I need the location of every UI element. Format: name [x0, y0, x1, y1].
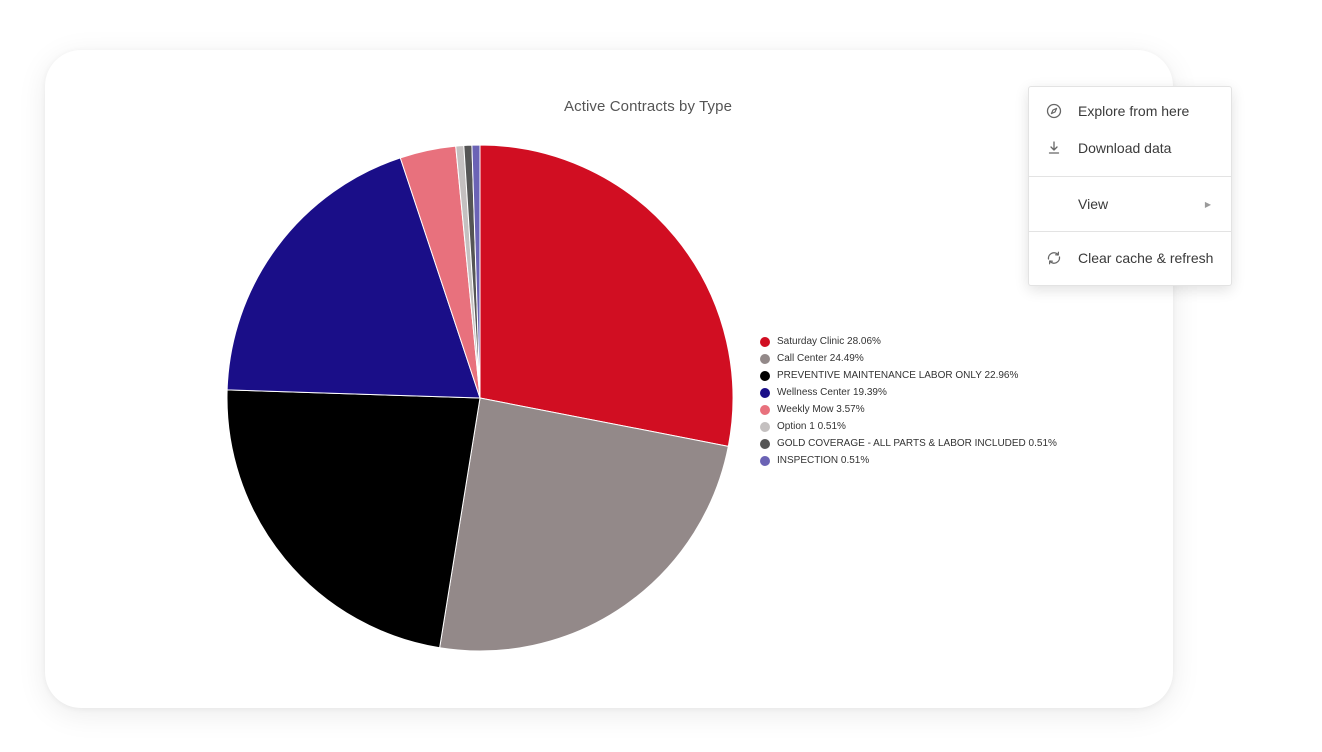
compass-icon — [1045, 102, 1063, 120]
download-data-item[interactable]: Download data — [1029, 130, 1231, 166]
chart-legend: Saturday Clinic 28.06% Call Center 24.49%… — [760, 333, 1057, 469]
legend-item[interactable]: Saturday Clinic 28.06% — [760, 333, 1057, 350]
legend-item[interactable]: Wellness Center 19.39% — [760, 384, 1057, 401]
download-icon — [1045, 139, 1063, 157]
legend-item[interactable]: INSPECTION 0.51% — [760, 452, 1057, 469]
legend-item[interactable]: GOLD COVERAGE - ALL PARTS & LABOR INCLUD… — [760, 435, 1057, 452]
legend-item[interactable]: Call Center 24.49% — [760, 350, 1057, 367]
chart-title: Active Contracts by Type — [563, 98, 733, 115]
legend-swatch — [760, 336, 770, 347]
legend-swatch — [760, 387, 770, 398]
legend-item[interactable]: PREVENTIVE MAINTENANCE LABOR ONLY 22.96% — [760, 367, 1057, 384]
legend-swatch — [760, 421, 770, 432]
legend-swatch — [760, 353, 770, 364]
legend-swatch — [760, 404, 770, 415]
legend-swatch — [760, 370, 770, 381]
explore-from-here-item[interactable]: Explore from here — [1029, 93, 1231, 129]
refresh-icon — [1045, 249, 1063, 267]
menu-divider — [1029, 176, 1231, 177]
legend-swatch — [760, 438, 770, 449]
menu-divider — [1029, 231, 1231, 232]
legend-label: GOLD COVERAGE - ALL PARTS & LABOR INCLUD… — [777, 438, 1057, 449]
legend-label: Saturday Clinic 28.06% — [777, 336, 881, 347]
pie-slice-inspection[interactable] — [471, 144, 481, 399]
legend-label: Weekly Mow 3.57% — [777, 404, 865, 415]
clear-cache-refresh-item[interactable]: Clear cache & refresh — [1029, 240, 1231, 276]
explore-label: Explore from here — [1078, 103, 1190, 119]
view-label: View — [1078, 196, 1109, 212]
legend-swatch — [760, 455, 770, 466]
legend-label: Wellness Center 19.39% — [777, 387, 887, 398]
legend-item[interactable]: Option 1 0.51% — [760, 418, 1057, 435]
refresh-label: Clear cache & refresh — [1078, 250, 1214, 266]
legend-item[interactable]: Weekly Mow 3.57% — [760, 401, 1057, 418]
legend-label: PREVENTIVE MAINTENANCE LABOR ONLY 22.96% — [777, 370, 1019, 381]
legend-label: Option 1 0.51% — [777, 421, 846, 432]
pie-slice-call-center[interactable] — [439, 397, 729, 652]
chevron-right-icon: ▶ — [1204, 199, 1211, 209]
pie-slice-preventive-maintenance-labor-only[interactable] — [226, 389, 481, 649]
pie-slice-wellness-center[interactable] — [226, 157, 481, 399]
legend-label: Call Center 24.49% — [777, 353, 864, 364]
pie-slice-saturday-clinic[interactable] — [479, 144, 734, 447]
download-label: Download data — [1078, 140, 1172, 156]
legend-label: INSPECTION 0.51% — [777, 455, 870, 466]
view-item[interactable]: View ▶ — [1029, 186, 1231, 222]
chart-context-menu: Explore from here Download data View ▶ — [1028, 86, 1232, 286]
